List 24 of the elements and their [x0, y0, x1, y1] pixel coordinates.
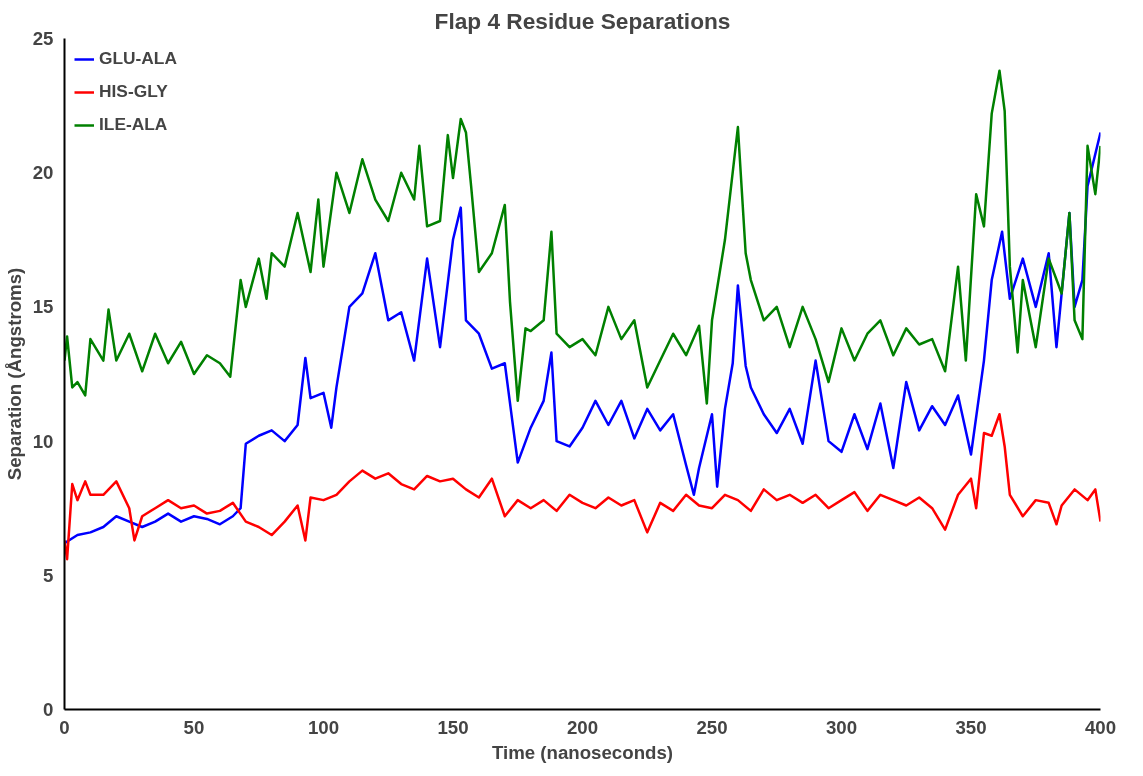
x-tick-label: 250: [696, 716, 728, 738]
x-tick-label: 100: [307, 716, 340, 738]
x-tick-label: 350: [955, 716, 987, 738]
x-tick-label: 0: [59, 716, 70, 738]
legend-label: HIS-GLY: [99, 81, 168, 102]
y-tick-label: 20: [32, 162, 54, 184]
x-tick-label: 400: [1084, 716, 1117, 738]
x-tick-label: 300: [825, 716, 858, 738]
x-tick-label: 150: [437, 716, 469, 738]
y-tick-label: 25: [32, 28, 54, 49]
y-tick-label: 5: [43, 564, 54, 586]
y-tick-label: 0: [43, 699, 54, 720]
x-axis-title: Time (nanoseconds): [491, 741, 674, 763]
x-tick-label: 50: [183, 716, 205, 738]
x-tick-label: 200: [566, 716, 599, 738]
y-tick-label: 15: [32, 296, 54, 318]
line-series: [64, 69, 1101, 405]
legend-label: GLU-ALA: [99, 48, 177, 69]
legend-label: ILE-ALA: [99, 114, 168, 135]
y-axis-title: Separation (Ångstroms): [3, 267, 25, 481]
y-tick-label: 10: [32, 430, 54, 452]
chart-title: Flap 4 Residue Separations: [434, 7, 731, 34]
line-series: [64, 413, 1101, 561]
line-series: [64, 131, 1101, 545]
